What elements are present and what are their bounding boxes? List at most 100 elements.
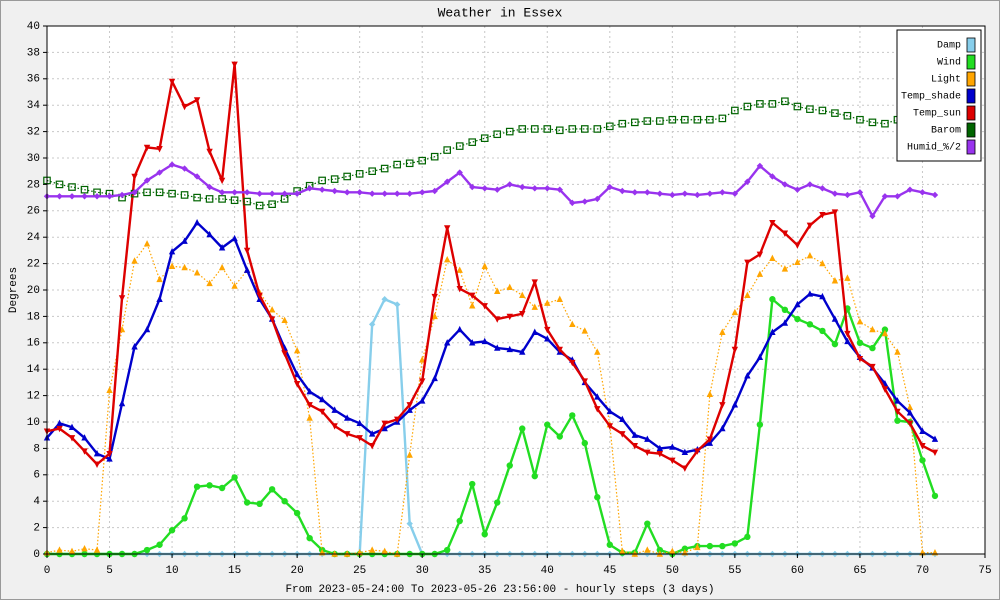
point [568, 125, 577, 133]
point [619, 547, 626, 555]
point [469, 480, 476, 488]
point [331, 423, 338, 430]
y-tick-label: 34 [27, 100, 41, 112]
point [906, 186, 914, 193]
series-group [43, 240, 939, 557]
y-tick-label: 4 [33, 496, 40, 508]
point [906, 409, 914, 416]
point [619, 415, 626, 423]
point [168, 161, 176, 168]
point [619, 187, 626, 195]
point [831, 190, 839, 197]
point [431, 187, 438, 195]
point [255, 201, 264, 210]
series-group [43, 97, 939, 210]
point [231, 189, 238, 196]
point [794, 258, 801, 265]
point [143, 144, 151, 152]
point [181, 103, 188, 111]
point [393, 190, 401, 197]
point [156, 295, 163, 302]
x-tick-label: 55 [728, 565, 741, 577]
point [68, 547, 76, 555]
point [506, 345, 513, 353]
point [180, 191, 189, 199]
point [68, 423, 76, 430]
point [306, 534, 313, 542]
point [769, 328, 776, 335]
point [268, 486, 276, 493]
point [881, 193, 889, 200]
point [681, 115, 689, 124]
point [56, 193, 63, 200]
point [368, 321, 376, 328]
point [694, 191, 701, 199]
point [544, 326, 551, 334]
point [731, 540, 739, 547]
y-tick-label: 24 [27, 232, 41, 244]
point [555, 126, 564, 135]
y-tick-label: 26 [27, 206, 40, 218]
legend-swatch [966, 71, 976, 87]
point [781, 306, 789, 313]
point [756, 100, 764, 108]
point [456, 517, 463, 525]
point [343, 172, 351, 181]
point [418, 156, 427, 165]
point [218, 195, 226, 203]
point [806, 222, 814, 230]
point [168, 189, 176, 198]
point [218, 263, 226, 271]
y-tick-label: 12 [27, 391, 40, 403]
point [594, 494, 601, 501]
point [894, 397, 901, 404]
point [444, 255, 451, 263]
legend-swatch [966, 54, 976, 70]
point [306, 387, 313, 395]
chart-title: Weather in Essex [438, 5, 563, 20]
point [756, 162, 764, 170]
point [519, 425, 526, 432]
point [769, 173, 776, 180]
point [731, 308, 739, 316]
point [406, 406, 413, 413]
point [794, 242, 801, 249]
point [844, 330, 851, 338]
point [143, 188, 151, 197]
legend-label: Temp_sun [913, 109, 961, 120]
y-tick-label: 0 [33, 549, 40, 561]
x-tick-label: 25 [353, 565, 366, 577]
point [606, 183, 613, 191]
point [93, 461, 101, 468]
point [919, 443, 926, 450]
point [181, 237, 188, 244]
point [756, 353, 764, 361]
point [669, 547, 676, 555]
point [343, 189, 351, 196]
point [706, 115, 714, 124]
legend-label: Wind [937, 57, 961, 69]
point [831, 109, 839, 117]
point [806, 251, 814, 259]
y-tick-label: 22 [27, 259, 40, 271]
point [844, 191, 851, 199]
point [419, 189, 426, 196]
point [881, 326, 889, 333]
x-tick-label: 15 [228, 565, 241, 577]
grid [46, 25, 986, 555]
point [581, 327, 588, 334]
point [894, 193, 901, 200]
point [693, 115, 702, 124]
point [681, 545, 689, 552]
point [769, 219, 776, 227]
point [743, 102, 752, 111]
legend-swatch [966, 139, 976, 155]
point [781, 319, 789, 326]
point [293, 190, 301, 197]
point [631, 443, 639, 450]
point [406, 520, 413, 527]
x-tick-label: 70 [916, 565, 929, 577]
point [744, 259, 751, 266]
point [293, 370, 301, 378]
